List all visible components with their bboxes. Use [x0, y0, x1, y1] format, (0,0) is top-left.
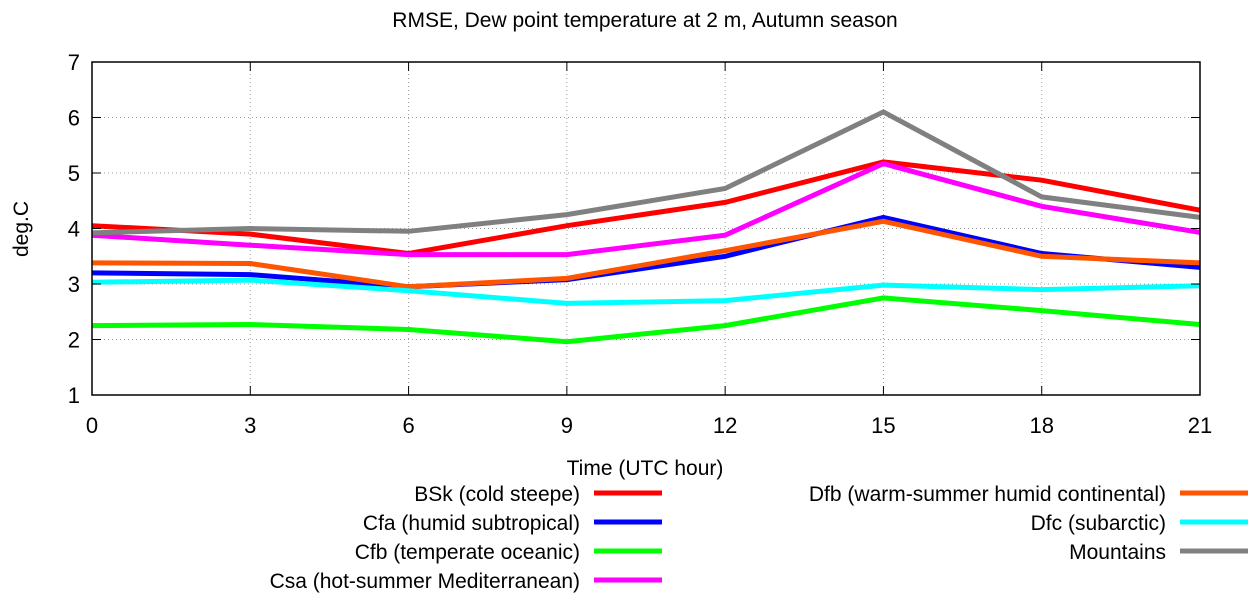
x-tick-label: 6 — [402, 413, 414, 438]
x-axis-label: Time (UTC hour) — [567, 457, 724, 480]
y-tick-label: 1 — [68, 383, 80, 408]
series-line — [91, 160, 1201, 258]
series-line — [91, 218, 1201, 290]
series-lines — [91, 109, 1201, 345]
legend-label: Cfb (temperate oceanic) — [355, 541, 580, 564]
x-tick-label: 21 — [1188, 413, 1212, 438]
series-line — [91, 277, 1201, 306]
x-tick-label: 9 — [561, 413, 573, 438]
y-tick-label: 2 — [68, 328, 80, 353]
y-tick-label: 7 — [68, 50, 80, 75]
series-line — [91, 214, 1201, 290]
series-line — [91, 159, 1201, 257]
y-axis-label: deg.C — [10, 201, 33, 257]
legend-label: Dfb (warm-summer humid continental) — [809, 483, 1166, 506]
x-tick-label: 0 — [86, 413, 98, 438]
legend-label: Dfc (subarctic) — [1031, 512, 1166, 535]
x-tick-label: 12 — [713, 413, 737, 438]
x-tick-label: 15 — [871, 413, 895, 438]
series-line — [91, 109, 1201, 236]
y-tick-label: 6 — [68, 106, 80, 131]
y-tick-label: 4 — [68, 217, 80, 242]
legend-label: Mountains — [1069, 541, 1166, 564]
chart-title: RMSE, Dew point temperature at 2 m, Autu… — [392, 9, 897, 32]
legend-label: BSk (cold steepe) — [414, 483, 580, 506]
legend-label: Csa (hot-summer Mediterranean) — [270, 570, 580, 593]
x-tick-label: 3 — [244, 413, 256, 438]
x-tick-label: 18 — [1029, 413, 1053, 438]
legend: BSk (cold steepe) Cfa (humid subtropical)… — [270, 483, 1248, 593]
y-tick-label: 5 — [68, 161, 80, 186]
legend-label: Cfa (humid subtropical) — [363, 512, 580, 535]
y-tick-label: 3 — [68, 272, 80, 297]
series-line — [91, 295, 1201, 345]
